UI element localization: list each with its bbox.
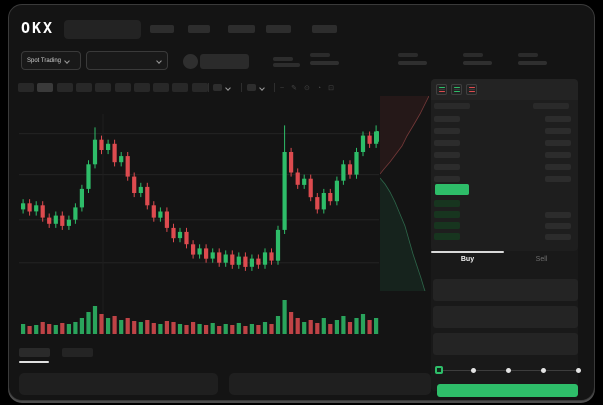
slider-step-dot[interactable]: [575, 368, 581, 373]
timeframe-pill[interactable]: [37, 83, 54, 92]
header-text-line: [273, 63, 300, 67]
market-type-dropdown[interactable]: Spot Trading: [21, 51, 81, 70]
chart-type-button[interactable]: [213, 84, 231, 91]
fullscreen-icon[interactable]: ⊡: [328, 85, 334, 92]
chevron-down-icon: [64, 57, 70, 64]
header-text-line: [273, 57, 293, 61]
bid-amount-cell: [545, 223, 571, 229]
candlestick-chart[interactable]: [19, 96, 379, 341]
orderbook-column-header: [434, 103, 470, 109]
bid-amount-cell: [545, 234, 571, 240]
chart-bottom-tab[interactable]: [19, 348, 50, 357]
ask-price-cell[interactable]: [434, 140, 460, 146]
orderbook-view-asks-icon[interactable]: [466, 84, 477, 95]
ask-price-cell[interactable]: [434, 116, 460, 122]
timeframe-pill[interactable]: [95, 83, 112, 92]
ask-amount-cell: [545, 116, 571, 122]
timeframe-pill[interactable]: [153, 83, 170, 92]
line-tool-icon[interactable]: ~: [280, 85, 285, 92]
slider-handle[interactable]: [435, 366, 443, 374]
timeframe-pill[interactable]: [191, 83, 208, 92]
ask-price-cell[interactable]: [434, 176, 460, 182]
toolbar-divider: [241, 83, 242, 92]
timeframe-pill[interactable]: [75, 83, 92, 92]
header-action-button[interactable]: [200, 54, 249, 69]
chevron-down-icon: [259, 84, 265, 91]
stat-value: [398, 61, 427, 65]
bottom-info-panel[interactable]: [19, 373, 218, 395]
stat-value: [518, 61, 547, 65]
ask-amount-cell: [545, 128, 571, 134]
ask-amount-cell: [545, 164, 571, 170]
bottom-tab-underline: [19, 361, 49, 363]
depth-chart[interactable]: [379, 95, 430, 292]
slider-step-dot[interactable]: [506, 368, 511, 373]
okx-logo[interactable]: OKX: [21, 19, 55, 37]
chevron-down-icon: [156, 57, 162, 64]
amount-input[interactable]: [433, 306, 578, 328]
tab-buy[interactable]: Buy: [460, 256, 475, 263]
slider-step-dot[interactable]: [540, 368, 546, 373]
bid-amount-cell: [545, 212, 571, 218]
chevron-down-icon: [225, 84, 231, 91]
ask-price-cell[interactable]: [434, 152, 460, 158]
last-price-tick: [376, 131, 379, 142]
orderbook-view-both-icon[interactable]: [436, 84, 447, 95]
timeframe-pill[interactable]: [18, 83, 34, 92]
bottom-info-panel[interactable]: [229, 373, 431, 395]
ask-amount-cell: [545, 140, 571, 146]
bid-price-cell[interactable]: [434, 222, 460, 229]
camera-icon[interactable]: ⊙: [303, 85, 310, 92]
chart-bottom-tab[interactable]: [62, 348, 93, 357]
timeframe-pill[interactable]: [114, 83, 131, 92]
toolbar-divider: [208, 83, 209, 92]
ask-amount-cell: [545, 176, 571, 182]
stat-value: [463, 61, 492, 65]
bid-price-cell[interactable]: [434, 233, 460, 240]
buy-submit-button[interactable]: [437, 384, 578, 397]
market-type-label: Spot Trading: [27, 57, 62, 64]
ask-amount-cell: [545, 152, 571, 158]
nav-item[interactable]: [228, 25, 255, 33]
bid-price-cell[interactable]: [434, 211, 460, 218]
ask-price-cell[interactable]: [434, 164, 460, 170]
stat-label: [463, 53, 483, 57]
stat-label: [398, 53, 418, 57]
search-input[interactable]: [64, 20, 141, 39]
tab-sell[interactable]: Sell: [535, 256, 548, 263]
slider-step-dot[interactable]: [471, 368, 477, 373]
stat-label: [310, 53, 330, 57]
nav-item[interactable]: [266, 25, 291, 33]
timer-icon[interactable]: ◔: [316, 85, 322, 92]
timeframe-pill[interactable]: [172, 83, 189, 92]
buy-tab-underline: [431, 251, 504, 253]
ask-price-cell[interactable]: [434, 128, 460, 134]
chart-tool-icons: ~ ✎ ⊙ ◔ ⊡: [280, 84, 334, 93]
timeframe-pill[interactable]: [56, 83, 73, 92]
price-input[interactable]: [433, 279, 578, 301]
orderbook-column-header: [533, 103, 569, 109]
bid-price-cell[interactable]: [434, 200, 460, 207]
nav-item[interactable]: [150, 25, 174, 33]
stat-value: [310, 61, 339, 65]
total-input[interactable]: [433, 333, 578, 355]
orderbook-last-price-row[interactable]: [435, 184, 469, 195]
nav-item[interactable]: [188, 25, 210, 33]
indicator-button[interactable]: [247, 84, 265, 91]
chart-type-icon: [213, 84, 222, 91]
timeframe-pill[interactable]: [133, 83, 150, 92]
avatar[interactable]: [183, 54, 198, 69]
toolbar-divider: [274, 83, 275, 92]
app-window: OKX Spot Trading ~ ✎ ⊙ ◔ ⊡ Buy Sell: [8, 4, 595, 401]
nav-item[interactable]: [312, 25, 337, 33]
stat-label: [518, 53, 538, 57]
indicator-icon: [247, 84, 256, 91]
draw-pencil-icon[interactable]: ✎: [291, 85, 297, 92]
orderbook-view-bids-icon[interactable]: [451, 84, 462, 95]
pair-selector-dropdown[interactable]: [86, 51, 168, 70]
